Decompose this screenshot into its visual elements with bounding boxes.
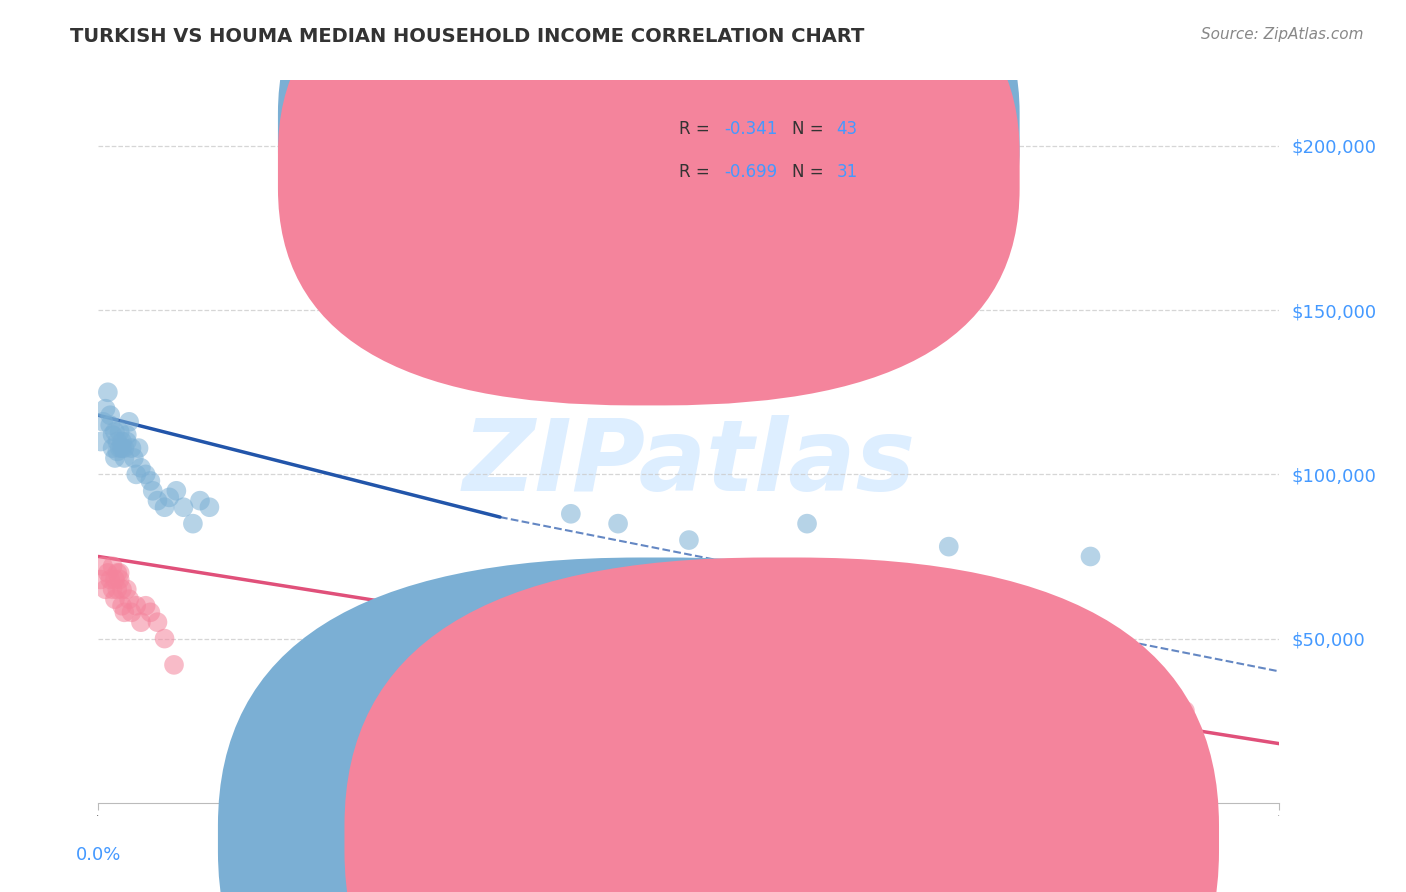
Point [105,434,128,449]
Point [94,401,117,416]
Point [121,441,143,455]
Point [441,592,464,607]
Text: -0.699: -0.699 [724,163,778,181]
Point [125,599,148,613]
Text: Houma: Houma [804,830,863,847]
Point [98,418,121,433]
Text: -0.341: -0.341 [724,120,778,137]
Point [153,500,176,515]
Point [118,415,141,429]
Point [115,582,138,597]
Point [125,467,148,482]
Point [172,500,194,515]
Point [115,434,138,449]
Point [560,507,582,521]
Point [108,441,131,455]
Point [198,500,221,515]
Point [135,599,157,613]
Point [938,540,960,554]
Point [98,573,121,587]
FancyBboxPatch shape [612,98,884,200]
Point [101,428,124,442]
Point [108,573,131,587]
Point [796,516,818,531]
Point [91,559,114,574]
Point [97,385,120,400]
Point [98,409,121,423]
Point [90,573,112,587]
Point [97,566,120,580]
Point [101,559,124,574]
Point [157,491,180,505]
Point [104,425,127,439]
Point [139,605,162,619]
Point [129,460,152,475]
Text: Turks: Turks [678,830,721,847]
Point [101,441,124,455]
Text: 31: 31 [837,163,858,181]
Point [101,582,124,597]
Point [678,533,700,547]
FancyBboxPatch shape [278,0,1019,405]
Point [115,428,138,442]
FancyBboxPatch shape [278,0,1019,366]
Point [146,615,169,630]
Point [104,592,127,607]
Point [118,592,141,607]
Point [1080,549,1102,564]
Point [607,632,630,646]
Point [139,474,162,488]
Text: N =: N = [792,120,828,137]
Point [146,493,169,508]
Point [90,434,112,449]
Point [142,483,165,498]
Point [181,516,204,531]
Point [104,450,127,465]
Point [111,582,134,597]
Text: R =: R = [679,120,716,137]
Text: N =: N = [792,163,828,181]
Point [111,434,134,449]
Text: 0.0%: 0.0% [76,847,121,864]
Text: ZIPatlas: ZIPatlas [463,415,915,512]
Point [108,425,131,439]
Point [129,615,152,630]
Point [105,566,128,580]
Point [112,450,135,465]
Point [938,657,960,672]
Text: R =: R = [679,163,716,181]
Point [163,657,186,672]
Text: TURKISH VS HOUMA MEDIAN HOUSEHOLD INCOME CORRELATION CHART: TURKISH VS HOUMA MEDIAN HOUSEHOLD INCOME… [70,27,865,45]
Point [607,516,630,531]
Point [1174,704,1197,718]
Point [153,632,176,646]
Point [122,450,145,465]
Point [188,493,211,508]
Point [94,582,117,597]
Point [111,599,134,613]
Point [128,441,150,455]
Point [121,605,143,619]
Point [91,415,114,429]
Text: 43: 43 [837,120,858,137]
Point [512,599,534,613]
Point [111,441,134,455]
Point [105,582,128,597]
Point [105,444,128,458]
Text: Source: ZipAtlas.com: Source: ZipAtlas.com [1201,27,1364,42]
Point [112,605,135,619]
Point [135,467,157,482]
Point [104,573,127,587]
Point [165,483,187,498]
Point [108,566,131,580]
Point [112,441,135,455]
